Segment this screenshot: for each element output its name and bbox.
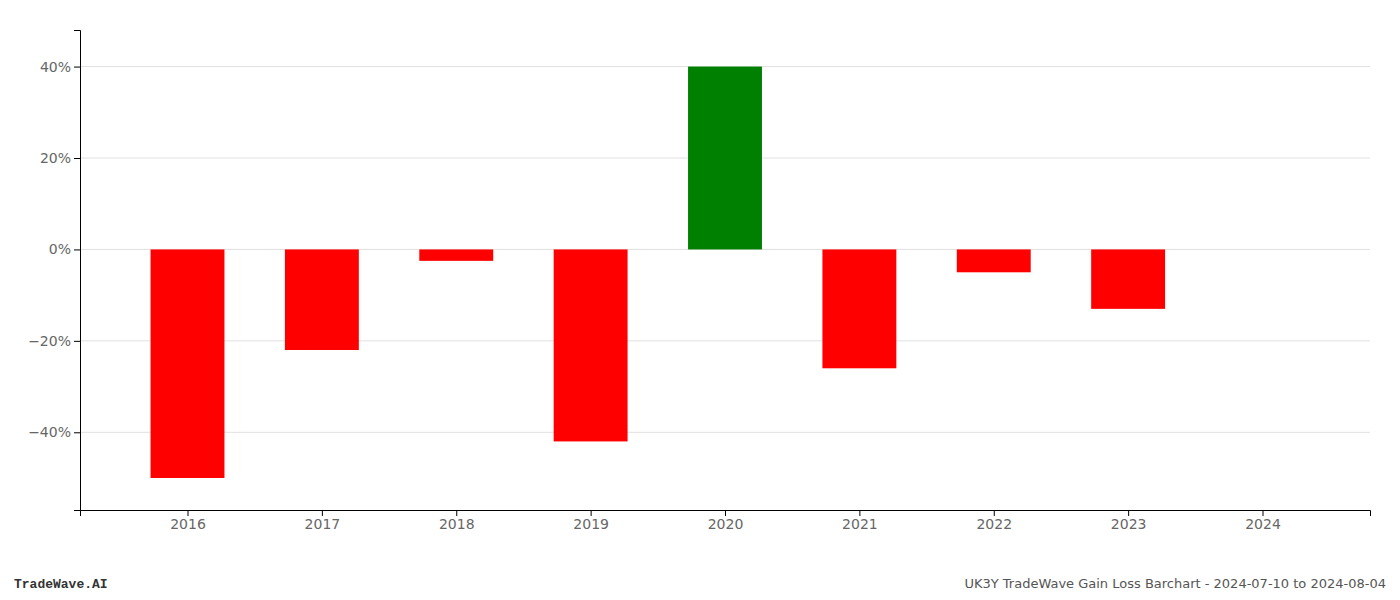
- tick: −40%: [28, 424, 80, 440]
- bar: [957, 249, 1031, 272]
- chart-container: −40% −20% 0% 20% 40% 2016 2017 2018 2019 2020 2021…: [0, 0, 1400, 600]
- tick: 20%: [40, 150, 80, 166]
- bar: [1091, 249, 1165, 308]
- bar: [822, 249, 896, 368]
- tick-label: 0%: [49, 241, 71, 257]
- x-axis: 2016 2017 2018 2019 2020 2021 2022 2023 2024: [81, 510, 1371, 532]
- bar: [688, 67, 762, 250]
- tick-label: −40%: [28, 424, 71, 440]
- tick-label: 2023: [1111, 516, 1147, 532]
- tick: 0%: [49, 241, 80, 257]
- tick: 2022: [976, 510, 1012, 532]
- tick-mark: [74, 158, 80, 159]
- grid-line: [80, 340, 1370, 341]
- bars: [151, 67, 1166, 478]
- bar: [554, 249, 628, 441]
- tick-label: 2022: [976, 516, 1012, 532]
- tick-label: 2016: [170, 516, 206, 532]
- tick-label: 2017: [305, 516, 341, 532]
- tick: −20%: [28, 333, 80, 349]
- tick-label: −20%: [28, 333, 71, 349]
- tick: 2019: [573, 510, 609, 532]
- bar: [419, 249, 493, 260]
- tick-mark: [74, 249, 80, 250]
- tick-label: 2021: [842, 516, 878, 532]
- bar: [151, 249, 225, 478]
- annotation: TradeWave.AI: [14, 577, 108, 592]
- tick-label: 20%: [40, 150, 71, 166]
- tick-mark: [74, 432, 80, 433]
- y-axis: −40% −20% 0% 20% 40%: [28, 31, 80, 511]
- tick-mark: [74, 341, 80, 342]
- bar: [285, 249, 359, 350]
- tick-mark: [74, 67, 80, 68]
- tick: 2020: [708, 510, 744, 532]
- tick: 2018: [439, 510, 475, 532]
- tick: 2016: [170, 510, 206, 532]
- tick-label: 2018: [439, 516, 475, 532]
- plot: −40% −20% 0% 20% 40% 2016 2017 2018 2019 2020 2021…: [28, 31, 1370, 532]
- tick: 2021: [842, 510, 878, 532]
- axis-line: [74, 31, 81, 511]
- tick: 2023: [1111, 510, 1147, 532]
- tick-label: 2020: [708, 516, 744, 532]
- annotation: UK3Y TradeWave Gain Loss Barchart - 2024…: [964, 576, 1386, 591]
- chart: −40% −20% 0% 20% 40% 2016 2017 2018 2019 2020 2021…: [0, 0, 1400, 600]
- tick: 2017: [305, 510, 341, 532]
- tick-label: 2019: [573, 516, 609, 532]
- tick-label: 2024: [1245, 516, 1281, 532]
- tick-label: 40%: [40, 59, 71, 75]
- tick: 2024: [1245, 510, 1281, 532]
- grid-line: [80, 432, 1370, 433]
- tick: 40%: [40, 59, 80, 75]
- grid: [80, 67, 1370, 433]
